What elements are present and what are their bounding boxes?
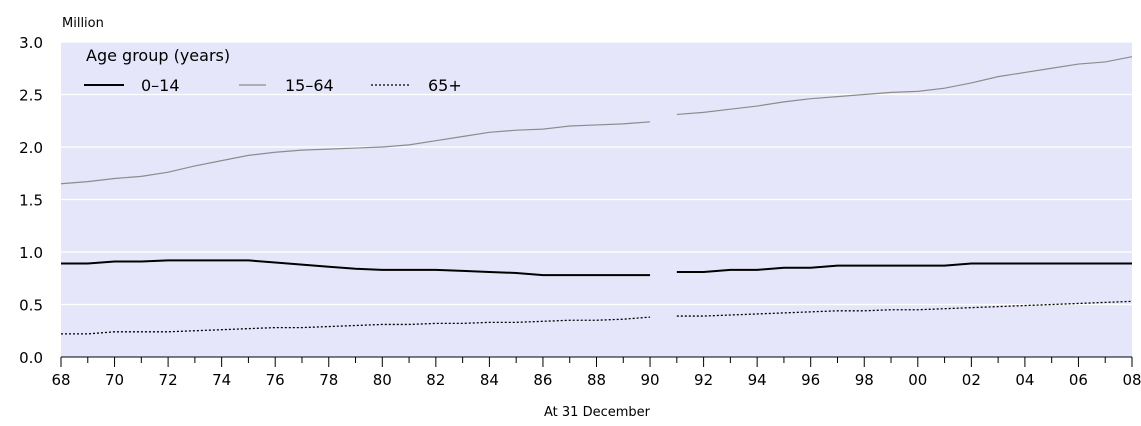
y-axis: 0.0 0.5 1.0 1.5 2.0 2.5 3.0 [19, 34, 43, 367]
x-tick-label: 80 [373, 371, 392, 389]
series-line-1 [60, 121, 651, 185]
x-axis-label: At 31 December [544, 405, 651, 420]
x-tick-label: 86 [533, 371, 552, 389]
x-tick-label: 92 [694, 371, 713, 389]
x-tick-label: 00 [908, 371, 927, 389]
x-tick-label: 76 [266, 371, 285, 389]
y-tick-label: 2.0 [19, 139, 43, 157]
y-tick-label: 0.0 [19, 349, 43, 367]
x-tick-label: 08 [1122, 371, 1141, 389]
x-tick-label: 68 [51, 371, 70, 389]
gridlines [61, 41, 1132, 306]
y-tick-label: 0.5 [19, 297, 43, 315]
x-tick-label: 96 [801, 371, 820, 389]
legend: Age group (years) 0–14 15–64 65+ [84, 46, 462, 95]
series-line-0 [676, 262, 1132, 273]
legend-label-0-14: 0–14 [141, 76, 180, 95]
x-tick-label: 06 [1069, 371, 1088, 389]
x-tick-label: 84 [480, 371, 499, 389]
y-tick-label: 2.5 [19, 87, 43, 105]
x-tick-label: 02 [962, 371, 981, 389]
legend-label-65plus: 65+ [428, 76, 462, 95]
y-tick-label: 1.5 [19, 192, 43, 210]
x-tick-label: 94 [748, 371, 767, 389]
y-tick-label: 3.0 [19, 34, 43, 52]
series-line-1 [676, 56, 1133, 116]
legend-title: Age group (years) [86, 46, 230, 65]
series-line-0 [61, 259, 651, 277]
series-layer [60, 56, 1133, 335]
x-axis: 68 70 72 74 76 78 80 82 84 86 88 90 92 94 96 98 00 02 04 06… [51, 356, 1141, 389]
x-tick-label: 74 [212, 371, 231, 389]
x-tick-label: 98 [855, 371, 874, 389]
x-tick-label: 90 [641, 371, 660, 389]
x-tick-label: 70 [105, 371, 124, 389]
legend-label-15-64: 15–64 [285, 76, 334, 95]
x-tick-label: 78 [319, 371, 338, 389]
x-tick-label: 82 [426, 371, 445, 389]
x-tick-label: 04 [1015, 371, 1034, 389]
x-tick-label: 88 [587, 371, 606, 389]
y-axis-label: Million [62, 16, 104, 31]
x-tick-label: 72 [159, 371, 178, 389]
y-tick-label: 1.0 [19, 244, 43, 262]
